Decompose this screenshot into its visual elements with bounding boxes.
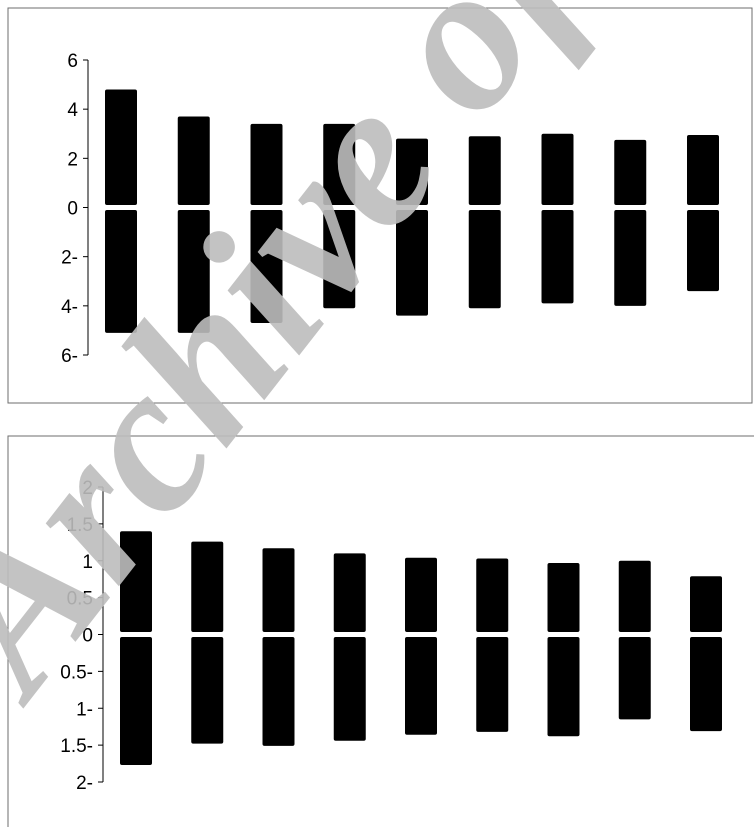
bar-negative [396,210,428,316]
bar-positive [541,133,574,205]
bar-positive [547,562,580,632]
bar-negative [405,637,437,735]
y-tick-label: 2- [76,773,93,794]
bar-negative [618,637,651,720]
bar-positive [687,134,719,205]
bar-negative [468,210,501,309]
bar-negative [547,637,580,737]
y-tick-label: 1- [76,699,93,720]
y-tick-label: 1.5 [67,515,93,536]
bar-negative [177,210,210,333]
bar-positive [618,560,651,632]
bar-negative [687,210,719,292]
bar-positive [690,576,722,632]
y-tick-label: 2 [67,149,78,170]
bar-negative [690,637,722,732]
chart-panel-bottom: 2 1.5 1 0.5 0 0.5- 1- 1.5- 2- [7,435,754,827]
chart-frame [7,435,754,827]
y-tick-label: 4 [67,100,78,121]
bar-positive [396,138,428,205]
watermark-text: Archive of [0,0,634,737]
bar-negative [541,210,574,304]
bar-positive [614,139,647,205]
bar-positive [405,557,437,632]
bar-positive [333,553,366,632]
bar-positive [262,548,295,632]
y-tick-label: 0.5 [67,589,93,610]
y-tick-label: 0.5- [60,662,93,683]
y-tick-label: 6 [67,51,78,72]
bar-negative [120,637,152,766]
bar-negative [476,637,509,732]
bar-positive [177,116,210,205]
bar-negative [614,210,647,306]
y-tick-label: 2 [82,478,93,499]
bar-positive [476,558,509,632]
bar-group [105,89,719,333]
watermark: Archive of [0,0,634,737]
y-axis-ticks: 2 1.5 1 0.5 0 0.5- 1- 1.5- 2- [60,478,103,794]
chart-panel-top: 6 4 2 0 2- 4- 6- [7,7,753,404]
bar-negative [323,210,356,309]
y-tick-label: 2- [61,248,78,269]
y-tick-label: 4- [61,297,78,318]
bar-positive [105,89,137,205]
y-axis-ticks: 6 4 2 0 2- 4- 6- [61,51,88,367]
y-tick-label: 0 [67,199,78,220]
bar-group [120,531,722,766]
bar-negative [333,637,366,741]
bar-negative [105,210,137,333]
y-tick-label: 1 [82,552,93,573]
bar-negative [191,637,224,744]
chart-frame [7,7,753,404]
bar-negative [262,637,295,746]
bar-positive [468,136,501,205]
bar-positive [191,541,224,632]
y-tick-label: 0 [82,626,93,647]
y-tick-label: 6- [61,346,78,367]
bar-positive [323,123,356,205]
bar-negative [250,210,283,324]
bar-positive [250,123,283,205]
y-tick-label: 1.5- [60,736,93,757]
bar-positive [120,531,152,632]
